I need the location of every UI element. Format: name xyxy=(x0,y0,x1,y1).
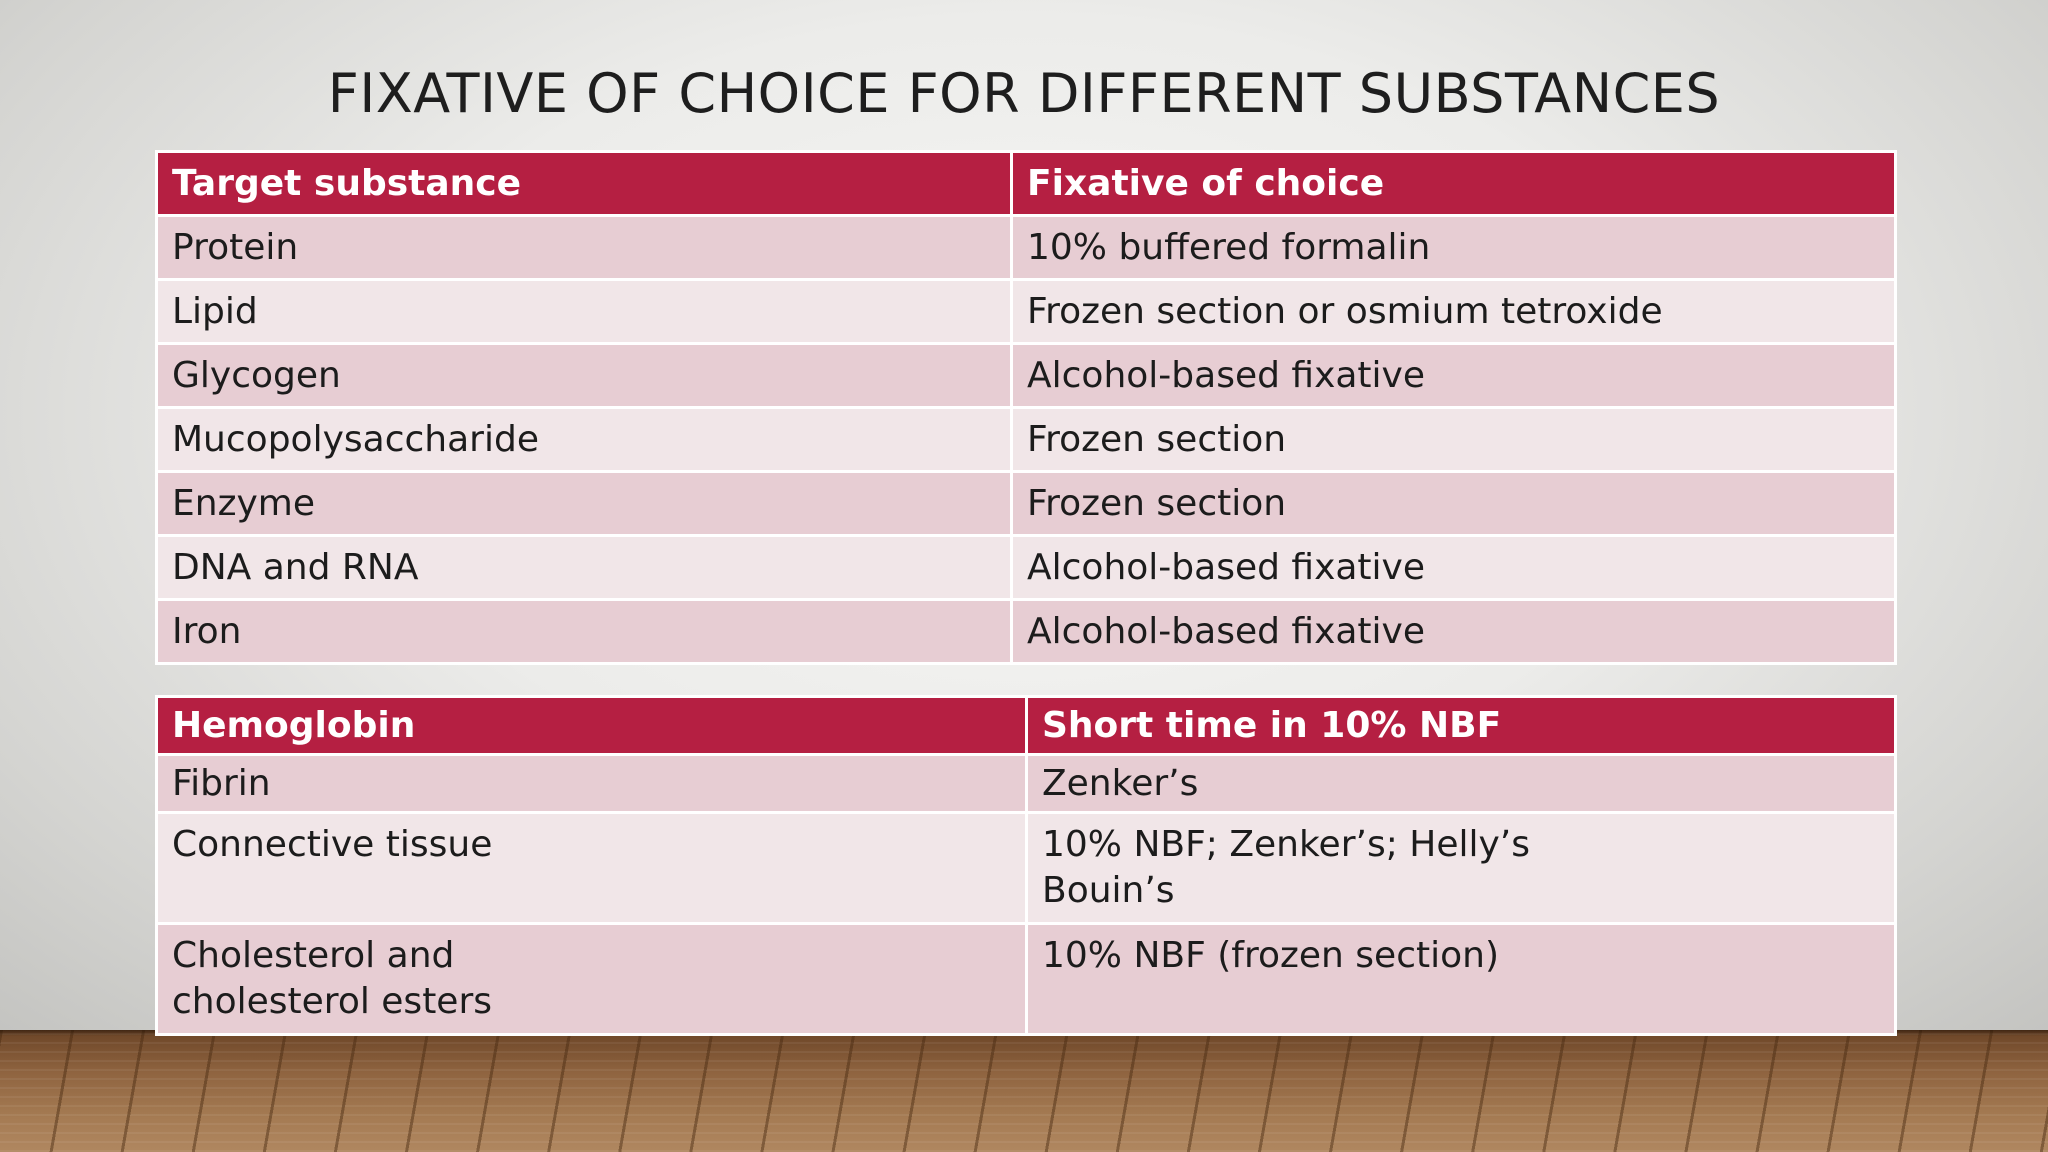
fixative-cell: 10% NBF (frozen section) xyxy=(1025,922,1897,1036)
table-row: Protein 10% buffered formalin xyxy=(155,214,1897,281)
substance-cell: Connective tissue xyxy=(155,811,1028,925)
table-row: Fibrin Zenker’s xyxy=(155,753,1897,814)
fixative-table: Target substance Fixative of choice Prot… xyxy=(155,150,1897,665)
table-row: Lipid Frozen section or osmium tetroxide xyxy=(155,278,1897,345)
fixative-cell: Alcohol-based fixative xyxy=(1010,598,1897,665)
cell-line: Fibrin xyxy=(172,762,271,804)
cell-line: Connective tissue xyxy=(172,824,493,865)
cell-line: Bouin’s xyxy=(1042,870,1175,911)
fixative-cell: Frozen section xyxy=(1010,406,1897,473)
cell-line: Zenker’s xyxy=(1042,762,1199,804)
substance-cell: Lipid xyxy=(155,278,1013,345)
fixative-cell: Alcohol-based fixative xyxy=(1010,534,1897,601)
cell-line: 10% NBF (frozen section) xyxy=(1042,935,1499,976)
table-row: Glycogen Alcohol-based fixative xyxy=(155,342,1897,409)
substance-cell: Cholesterol and cholesterol esters xyxy=(155,922,1028,1036)
substance-cell: Fibrin xyxy=(155,753,1028,814)
fixative-cell: Frozen section or osmium tetroxide xyxy=(1010,278,1897,345)
fixative-cell: 10% NBF; Zenker’s; Helly’s Bouin’s xyxy=(1025,811,1897,925)
substance-cell: DNA and RNA xyxy=(155,534,1013,601)
table-header-row: Target substance Fixative of choice xyxy=(155,150,1897,217)
table-row: Mucopolysaccharide Frozen section xyxy=(155,406,1897,473)
cell-line: cholesterol esters xyxy=(172,981,493,1022)
cell-line: 10% NBF; Zenker’s; Helly’s xyxy=(1042,824,1531,865)
header-hemoglobin: Hemoglobin xyxy=(155,695,1028,756)
table-row: Iron Alcohol-based fixative xyxy=(155,598,1897,665)
substance-cell: Enzyme xyxy=(155,470,1013,537)
table-row: DNA and RNA Alcohol-based fixative xyxy=(155,534,1897,601)
substance-cell: Protein xyxy=(155,214,1013,281)
fixative-cell: Zenker’s xyxy=(1025,753,1897,814)
header-fixative-of-choice: Fixative of choice xyxy=(1010,150,1897,217)
table-row: Enzyme Frozen section xyxy=(155,470,1897,537)
table-row: Connective tissue 10% NBF; Zenker’s; Hel… xyxy=(155,811,1897,925)
table-row: Cholesterol and cholesterol esters 10% N… xyxy=(155,922,1897,1036)
fixative-cell: Alcohol-based fixative xyxy=(1010,342,1897,409)
cell-line: Cholesterol and xyxy=(172,935,455,976)
substance-cell: Glycogen xyxy=(155,342,1013,409)
fixative-cell: 10% buffered formalin xyxy=(1010,214,1897,281)
table-header-row: Hemoglobin Short time in 10% NBF xyxy=(155,695,1897,756)
slide-title: FIXATIVE OF CHOICE FOR DIFFERENT SUBSTAN… xyxy=(327,62,1721,125)
wood-floor xyxy=(0,1030,2048,1152)
fixative-table-continued: Hemoglobin Short time in 10% NBF Fibrin … xyxy=(155,695,1897,1036)
substance-cell: Mucopolysaccharide xyxy=(155,406,1013,473)
fixative-cell: Frozen section xyxy=(1010,470,1897,537)
header-short-time-nbf: Short time in 10% NBF xyxy=(1025,695,1897,756)
substance-cell: Iron xyxy=(155,598,1013,665)
header-target-substance: Target substance xyxy=(155,150,1013,217)
